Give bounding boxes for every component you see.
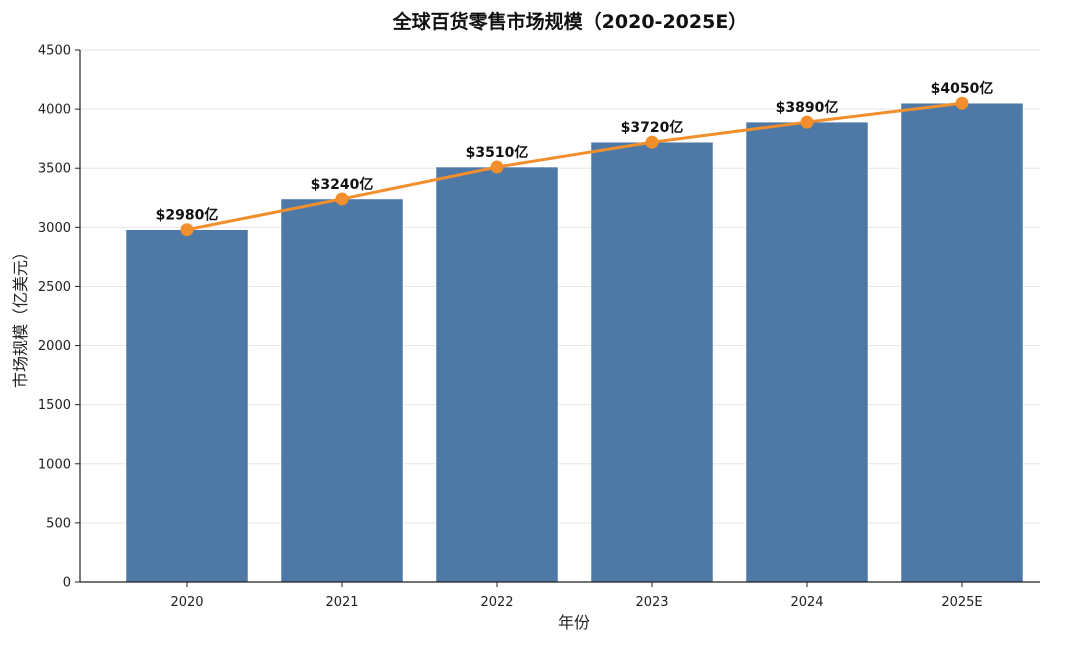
data-labels: $2980亿 $3240亿 $3510亿 $3720亿 $3890亿 $4050亿: [156, 80, 994, 223]
data-label: $2980亿: [156, 207, 219, 224]
trend-point: [180, 223, 194, 237]
bar-series: [125, 102, 1024, 583]
data-label: $3720亿: [621, 119, 684, 136]
y-tick-label: 0: [63, 576, 71, 591]
data-label: $3890亿: [776, 99, 839, 116]
trend-line: [186, 101, 963, 232]
axes: [79, 50, 1040, 583]
data-label: $4050亿: [931, 80, 994, 97]
trend-point: [955, 96, 969, 110]
trend-point: [800, 115, 814, 129]
x-tick-label: 2020: [170, 595, 203, 610]
y-axis-title: 市场规模（亿美元）: [11, 244, 30, 388]
bar: [280, 198, 404, 583]
bar: [590, 141, 714, 583]
y-tick-label: 4500: [38, 44, 71, 59]
trend-point: [490, 160, 504, 174]
y-tick-label: 500: [46, 516, 71, 531]
y-tick-label: 2500: [38, 280, 71, 295]
y-tick-label: 3500: [38, 162, 71, 177]
y-tick-label: 1000: [38, 457, 71, 472]
bar: [125, 229, 249, 583]
trend-point: [645, 135, 659, 149]
data-label: $3240亿: [311, 176, 374, 193]
y-tick-label: 2000: [38, 339, 71, 354]
trend-point: [335, 192, 349, 206]
x-tick-label: 2025E: [941, 595, 982, 610]
data-label: $3510亿: [466, 144, 529, 161]
line-series: [180, 96, 969, 237]
y-tick-label: 1500: [38, 398, 71, 413]
x-ticks: 2020 2021 2022 2023 2024 2025E: [170, 582, 983, 610]
y-ticks: 0 500 1000 1500 2000 2500 3000 3500 4000 4500: [38, 44, 80, 591]
x-tick-label: 2024: [790, 595, 823, 610]
x-tick-label: 2021: [325, 595, 358, 610]
bar: [745, 121, 869, 583]
y-tick-label: 3000: [38, 221, 71, 236]
bar: [900, 102, 1024, 583]
y-tick-label: 4000: [38, 103, 71, 118]
chart-title: 全球百货零售市场规模（2020-2025E）: [392, 10, 748, 33]
x-axis-title: 年份: [558, 613, 590, 632]
x-tick-label: 2022: [480, 595, 513, 610]
x-tick-label: 2023: [635, 595, 668, 610]
bar: [435, 166, 559, 583]
